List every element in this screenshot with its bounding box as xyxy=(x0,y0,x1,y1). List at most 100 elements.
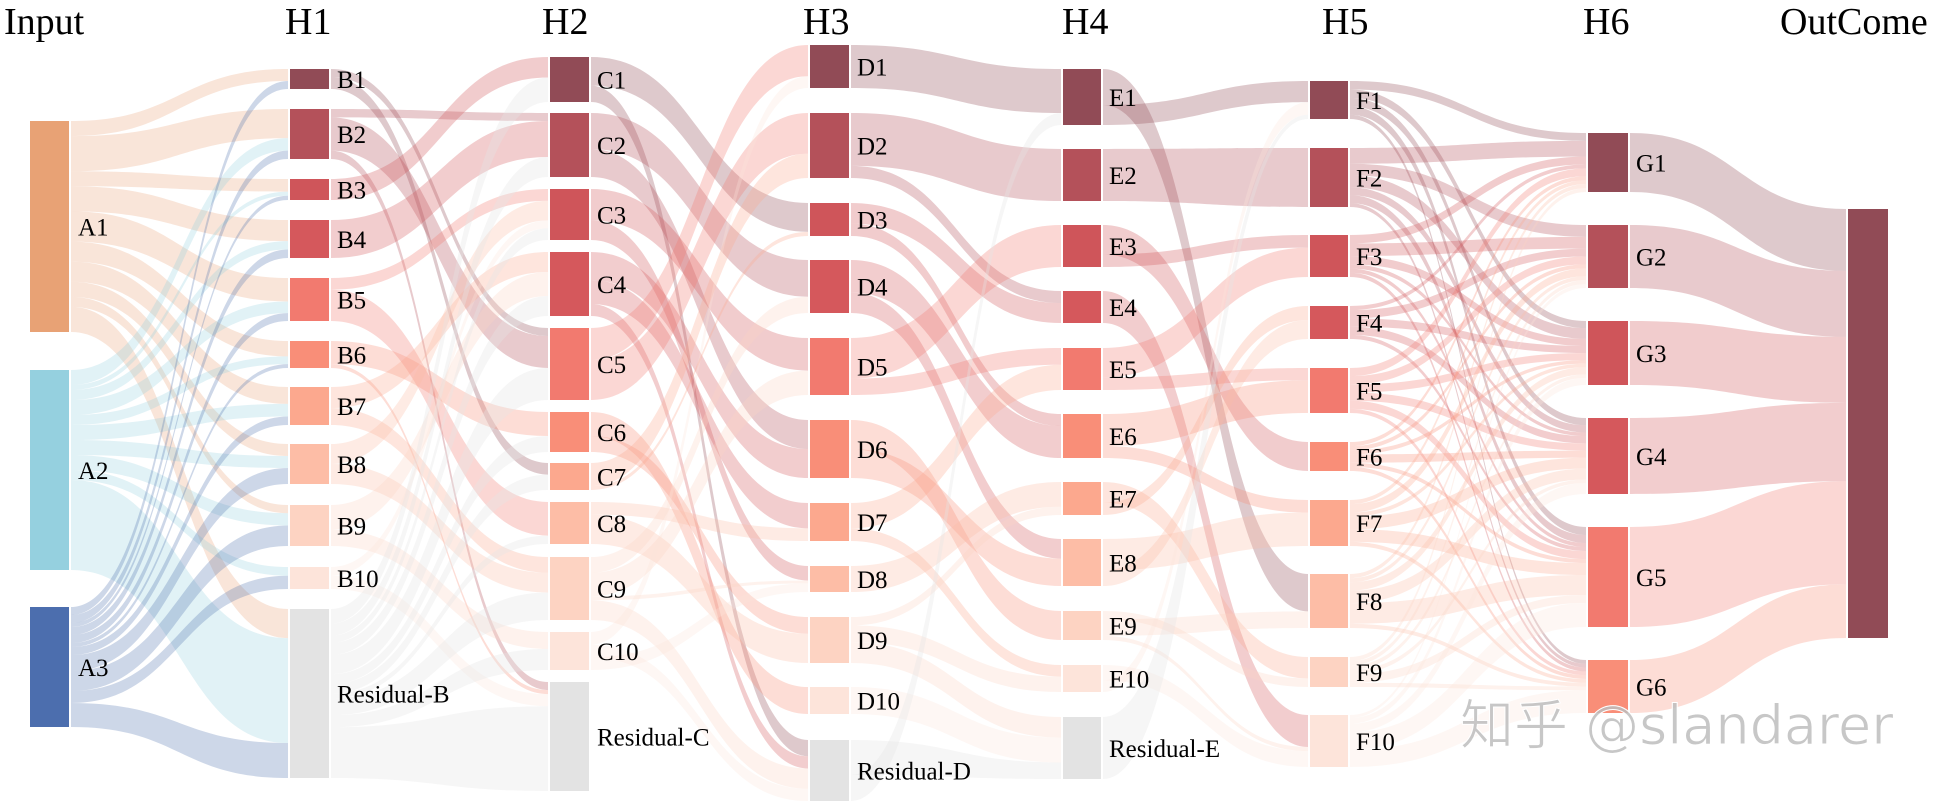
link-A1-B2 xyxy=(71,109,288,172)
link-E9-F8 xyxy=(1103,611,1308,636)
link-A2-B8 xyxy=(71,440,288,468)
link-A1-B3 xyxy=(71,171,288,192)
link-E8-F7 xyxy=(1103,512,1308,571)
link-RB-C5 xyxy=(331,368,548,675)
node-label-F8: F8 xyxy=(1356,589,1382,616)
link-F8-G4 xyxy=(1350,468,1586,604)
link-C3-D5 xyxy=(591,189,808,371)
link-C7-D2 xyxy=(591,153,808,487)
link-E3-F3 xyxy=(1103,235,1308,267)
link-F8-G2 xyxy=(1350,276,1586,583)
node-label-A2: A2 xyxy=(78,458,109,485)
link-C5-D2 xyxy=(591,113,808,400)
link-D6-E9 xyxy=(851,420,1061,640)
link-B3-C1 xyxy=(331,57,548,200)
link-B2-RC xyxy=(331,150,548,691)
link-B2-C5 xyxy=(331,117,548,368)
link-A3-B6 xyxy=(71,364,288,647)
node-label-F7: F7 xyxy=(1356,511,1382,538)
link-RE-F1 xyxy=(1103,114,1308,780)
node-label-B10: B10 xyxy=(337,566,379,593)
node-B10 xyxy=(290,567,329,589)
link-A3-B7 xyxy=(71,416,288,655)
link-E1-F8 xyxy=(1103,69,1308,612)
node-E10 xyxy=(1063,665,1101,692)
link-E3-F6 xyxy=(1103,225,1308,471)
node-label-B8: B8 xyxy=(337,452,366,479)
link-B1-C7 xyxy=(331,77,548,475)
link-B7-C9 xyxy=(331,408,548,573)
link-E9-F10 xyxy=(1103,635,1308,751)
node-A3 xyxy=(30,607,69,727)
node-D2 xyxy=(810,113,849,178)
node-label-E9: E9 xyxy=(1109,614,1137,641)
node-OUT xyxy=(1848,209,1888,638)
node-label-B6: B6 xyxy=(337,343,366,370)
link-E8-F4 xyxy=(1103,320,1308,586)
node-G2 xyxy=(1588,225,1628,288)
column-header-h3: H3 xyxy=(803,1,849,43)
link-RB-C7 xyxy=(331,474,548,694)
link-C10-D8 xyxy=(591,583,808,670)
link-F5-G5 xyxy=(1350,400,1586,559)
link-F1-G1 xyxy=(1350,81,1586,141)
node-G4 xyxy=(1588,418,1628,494)
node-B5 xyxy=(290,278,329,321)
link-C10-RD xyxy=(591,644,808,801)
node-E7 xyxy=(1063,482,1101,515)
links-layer xyxy=(71,45,1846,801)
node-label-RE: Residual-E xyxy=(1109,736,1220,763)
link-RB-C3 xyxy=(331,228,548,643)
node-E6 xyxy=(1063,414,1101,458)
link-E1-F1 xyxy=(1103,81,1308,125)
link-A2-RB xyxy=(71,480,288,744)
node-label-G4: G4 xyxy=(1636,444,1667,471)
link-C3-D8 xyxy=(591,220,808,581)
node-label-A3: A3 xyxy=(78,655,109,682)
node-B8 xyxy=(290,444,329,484)
link-B2-C2 xyxy=(331,109,548,121)
link-F5-G4 xyxy=(1350,392,1586,451)
node-C6 xyxy=(550,412,589,452)
link-B10-C3 xyxy=(331,220,548,576)
link-F8-G5 xyxy=(1350,575,1586,624)
node-label-B2: B2 xyxy=(337,122,366,149)
link-F5-G1 xyxy=(1350,168,1586,377)
link-F1-G3 xyxy=(1350,89,1586,329)
link-F6-G6 xyxy=(1350,466,1586,679)
link-B5-C3 xyxy=(331,189,548,290)
node-D5 xyxy=(810,338,849,395)
link-F5-G3 xyxy=(1350,353,1586,393)
link-F6-G2 xyxy=(1350,264,1586,451)
link-D4-E6 xyxy=(851,260,1061,458)
link-A1-B7 xyxy=(71,261,288,404)
node-B2 xyxy=(290,109,329,159)
link-B9-C10 xyxy=(331,529,548,649)
link-RD-RE xyxy=(851,740,1061,779)
link-F4-G5 xyxy=(1350,334,1586,551)
link-C1-D3 xyxy=(591,57,808,232)
node-D8 xyxy=(810,566,849,592)
link-F3-G2 xyxy=(1350,236,1586,256)
link-A1-B1 xyxy=(71,69,288,137)
node-label-B3: B3 xyxy=(337,178,366,205)
link-F4-G3 xyxy=(1350,318,1586,353)
node-label-F10: F10 xyxy=(1356,729,1395,756)
node-C4 xyxy=(550,252,589,316)
node-RE xyxy=(1063,717,1101,779)
node-label-C2: C2 xyxy=(597,133,626,160)
link-D9-E7 xyxy=(851,506,1061,626)
node-label-C5: C5 xyxy=(597,352,626,379)
link-F2-G3 xyxy=(1350,175,1586,339)
link-E6-F5 xyxy=(1103,380,1308,446)
node-F2 xyxy=(1310,148,1348,207)
node-label-B7: B7 xyxy=(337,394,366,421)
link-RB-C2 xyxy=(331,157,548,636)
link-E5-F3 xyxy=(1103,247,1308,378)
link-D3-E6 xyxy=(851,223,1061,426)
node-B7 xyxy=(290,387,329,425)
link-D9-E10 xyxy=(851,625,1061,692)
link-A2-B10 xyxy=(71,470,288,576)
node-label-E7: E7 xyxy=(1109,487,1137,514)
link-B8-C9 xyxy=(331,464,548,593)
